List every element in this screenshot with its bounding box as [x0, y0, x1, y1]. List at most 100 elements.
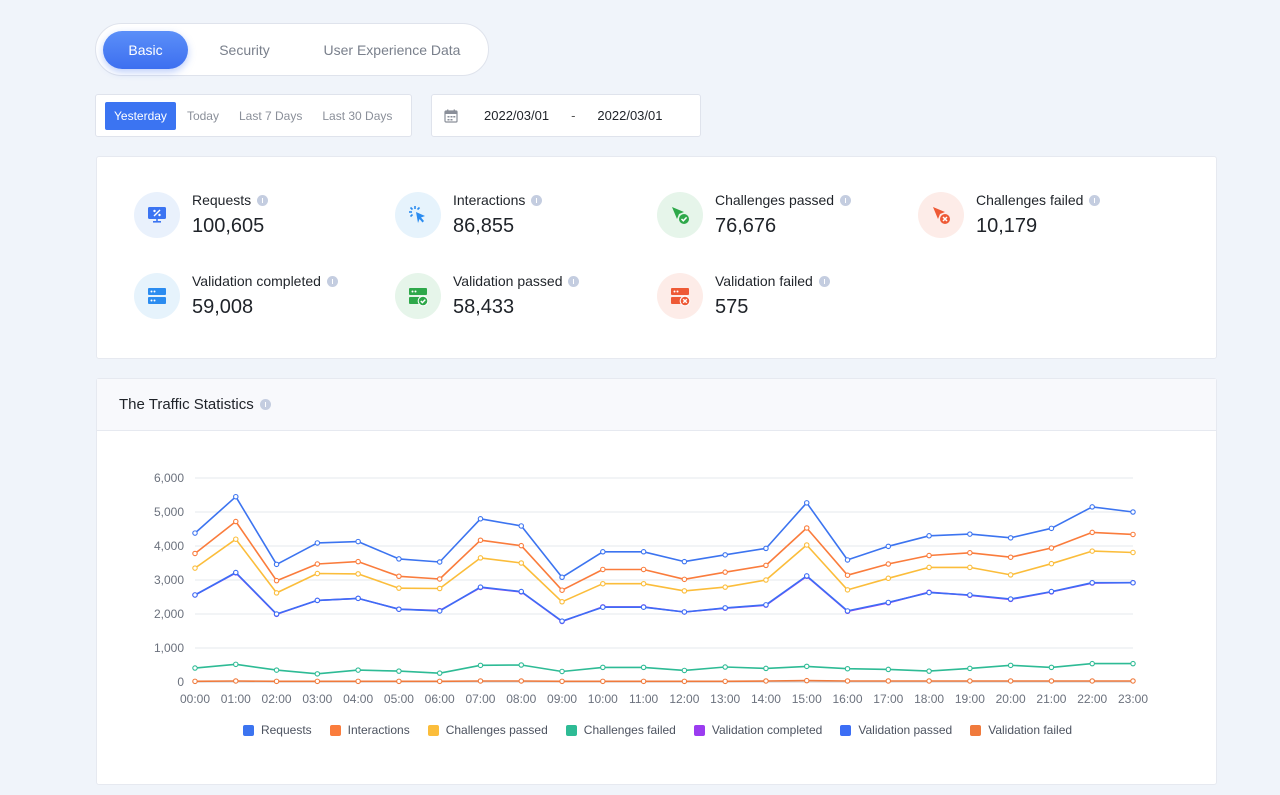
data-point [314, 671, 321, 677]
data-point [600, 664, 606, 671]
data-point [722, 584, 728, 590]
data-point [1048, 664, 1055, 671]
data-point [803, 677, 810, 684]
legend-swatch [970, 724, 982, 736]
info-icon[interactable] [1089, 194, 1101, 206]
data-point [436, 670, 443, 676]
server-icon [134, 273, 180, 319]
data-point [559, 574, 565, 581]
data-point [803, 525, 810, 531]
data-point [1048, 678, 1055, 684]
stat-value: 58,433 [453, 296, 515, 318]
x-tick-label: 20:00 [996, 692, 1026, 706]
data-point [559, 668, 565, 675]
click-cursor-icon [395, 192, 441, 238]
stat-label: Interactions [453, 192, 526, 208]
data-point [314, 570, 321, 577]
legend-item[interactable]: Requests [242, 723, 312, 737]
summary-stats-card: Requests 100,605 Interactions 86,855 Cha… [96, 156, 1217, 359]
x-tick-label: 14:00 [751, 692, 781, 706]
series-line [194, 495, 1134, 579]
range-last-30-days[interactable]: Last 30 Days [322, 108, 393, 123]
server-check-icon [395, 273, 441, 319]
data-point [681, 588, 688, 594]
info-icon[interactable] [531, 194, 543, 206]
traffic-line-chart: 0 1,000 2,000 3,000 4,000 5,000 6,000 00:00 01:0… [154, 471, 1148, 706]
data-point [477, 516, 484, 522]
legend-item[interactable]: Interactions [329, 723, 410, 737]
stat-value: 76,676 [715, 215, 777, 237]
x-tick-label: 19:00 [955, 692, 985, 706]
legend-item[interactable]: Validation failed [970, 723, 1072, 737]
date-range-presets: Yesterday Today Last 7 Days Last 30 Days [95, 94, 412, 137]
y-tick-label: 4,000 [154, 539, 184, 553]
data-point [722, 605, 728, 611]
x-tick-label: 09:00 [547, 692, 577, 706]
data-point [314, 561, 321, 567]
stat-value: 575 [715, 296, 749, 318]
legend-item[interactable]: Validation passed [840, 723, 952, 737]
tab-security[interactable]: Security [219, 41, 270, 58]
data-point [1007, 662, 1014, 669]
data-point [518, 588, 525, 595]
data-point [192, 565, 198, 571]
data-point [355, 678, 361, 685]
info-icon[interactable] [818, 275, 830, 287]
y-tick-label: 6,000 [154, 471, 184, 485]
info-icon[interactable] [568, 275, 580, 287]
data-point [844, 608, 851, 614]
legend-item[interactable]: Challenges failed [565, 723, 676, 737]
tab-user-experience-data[interactable]: User Experience Data [323, 41, 461, 58]
end-date-input[interactable]: 2022/03/01 [597, 108, 663, 123]
data-point [192, 678, 198, 685]
info-icon[interactable] [326, 275, 338, 287]
data-point [640, 566, 647, 573]
data-point [803, 573, 810, 579]
legend-item[interactable]: Validation completed [693, 723, 822, 737]
data-point [436, 585, 443, 592]
data-point [885, 543, 892, 550]
data-point [559, 678, 565, 685]
stat-label: Requests [192, 192, 252, 208]
x-tick-label: 01:00 [221, 692, 251, 706]
range-last-7-days[interactable]: Last 7 Days [238, 108, 303, 123]
tab-basic[interactable]: Basic [103, 30, 188, 69]
data-point [273, 590, 280, 596]
data-point [640, 678, 647, 685]
info-icon[interactable] [840, 194, 852, 206]
legend-label: Challenges passed [445, 723, 548, 737]
data-point [355, 571, 361, 577]
info-icon[interactable] [259, 399, 271, 410]
stat-requests: Requests 100,605 [134, 192, 374, 252]
data-point [273, 561, 280, 568]
data-point [600, 678, 606, 685]
range-yesterday[interactable]: Yesterday [105, 101, 176, 130]
data-point [396, 606, 402, 612]
data-point [477, 584, 484, 590]
series-line [194, 538, 1134, 603]
range-today[interactable]: Today [186, 108, 219, 123]
stat-label: Validation passed [453, 273, 563, 289]
y-tick-label: 3,000 [154, 573, 184, 587]
data-point [1130, 549, 1136, 556]
start-date-input[interactable]: 2022/03/01 [484, 108, 550, 123]
data-point [273, 577, 280, 584]
data-point [273, 667, 280, 673]
y-tick-label: 1,000 [154, 641, 184, 655]
data-point [1089, 579, 1095, 586]
data-point [681, 678, 688, 685]
data-point [763, 602, 769, 608]
date-range-picker[interactable]: 2022/03/01 - 2022/03/01 [431, 94, 701, 137]
data-point [640, 549, 647, 555]
data-point [926, 564, 932, 571]
x-tick-label: 11:00 [629, 692, 658, 706]
data-point [477, 662, 484, 669]
data-point [233, 569, 239, 576]
data-point [763, 665, 769, 672]
x-tick-label: 22:00 [1077, 692, 1107, 706]
data-point [1089, 504, 1095, 510]
legend-item[interactable]: Challenges passed [427, 723, 548, 737]
info-icon[interactable] [257, 194, 269, 206]
stat-label: Challenges failed [976, 192, 1084, 208]
data-point [1007, 535, 1014, 541]
